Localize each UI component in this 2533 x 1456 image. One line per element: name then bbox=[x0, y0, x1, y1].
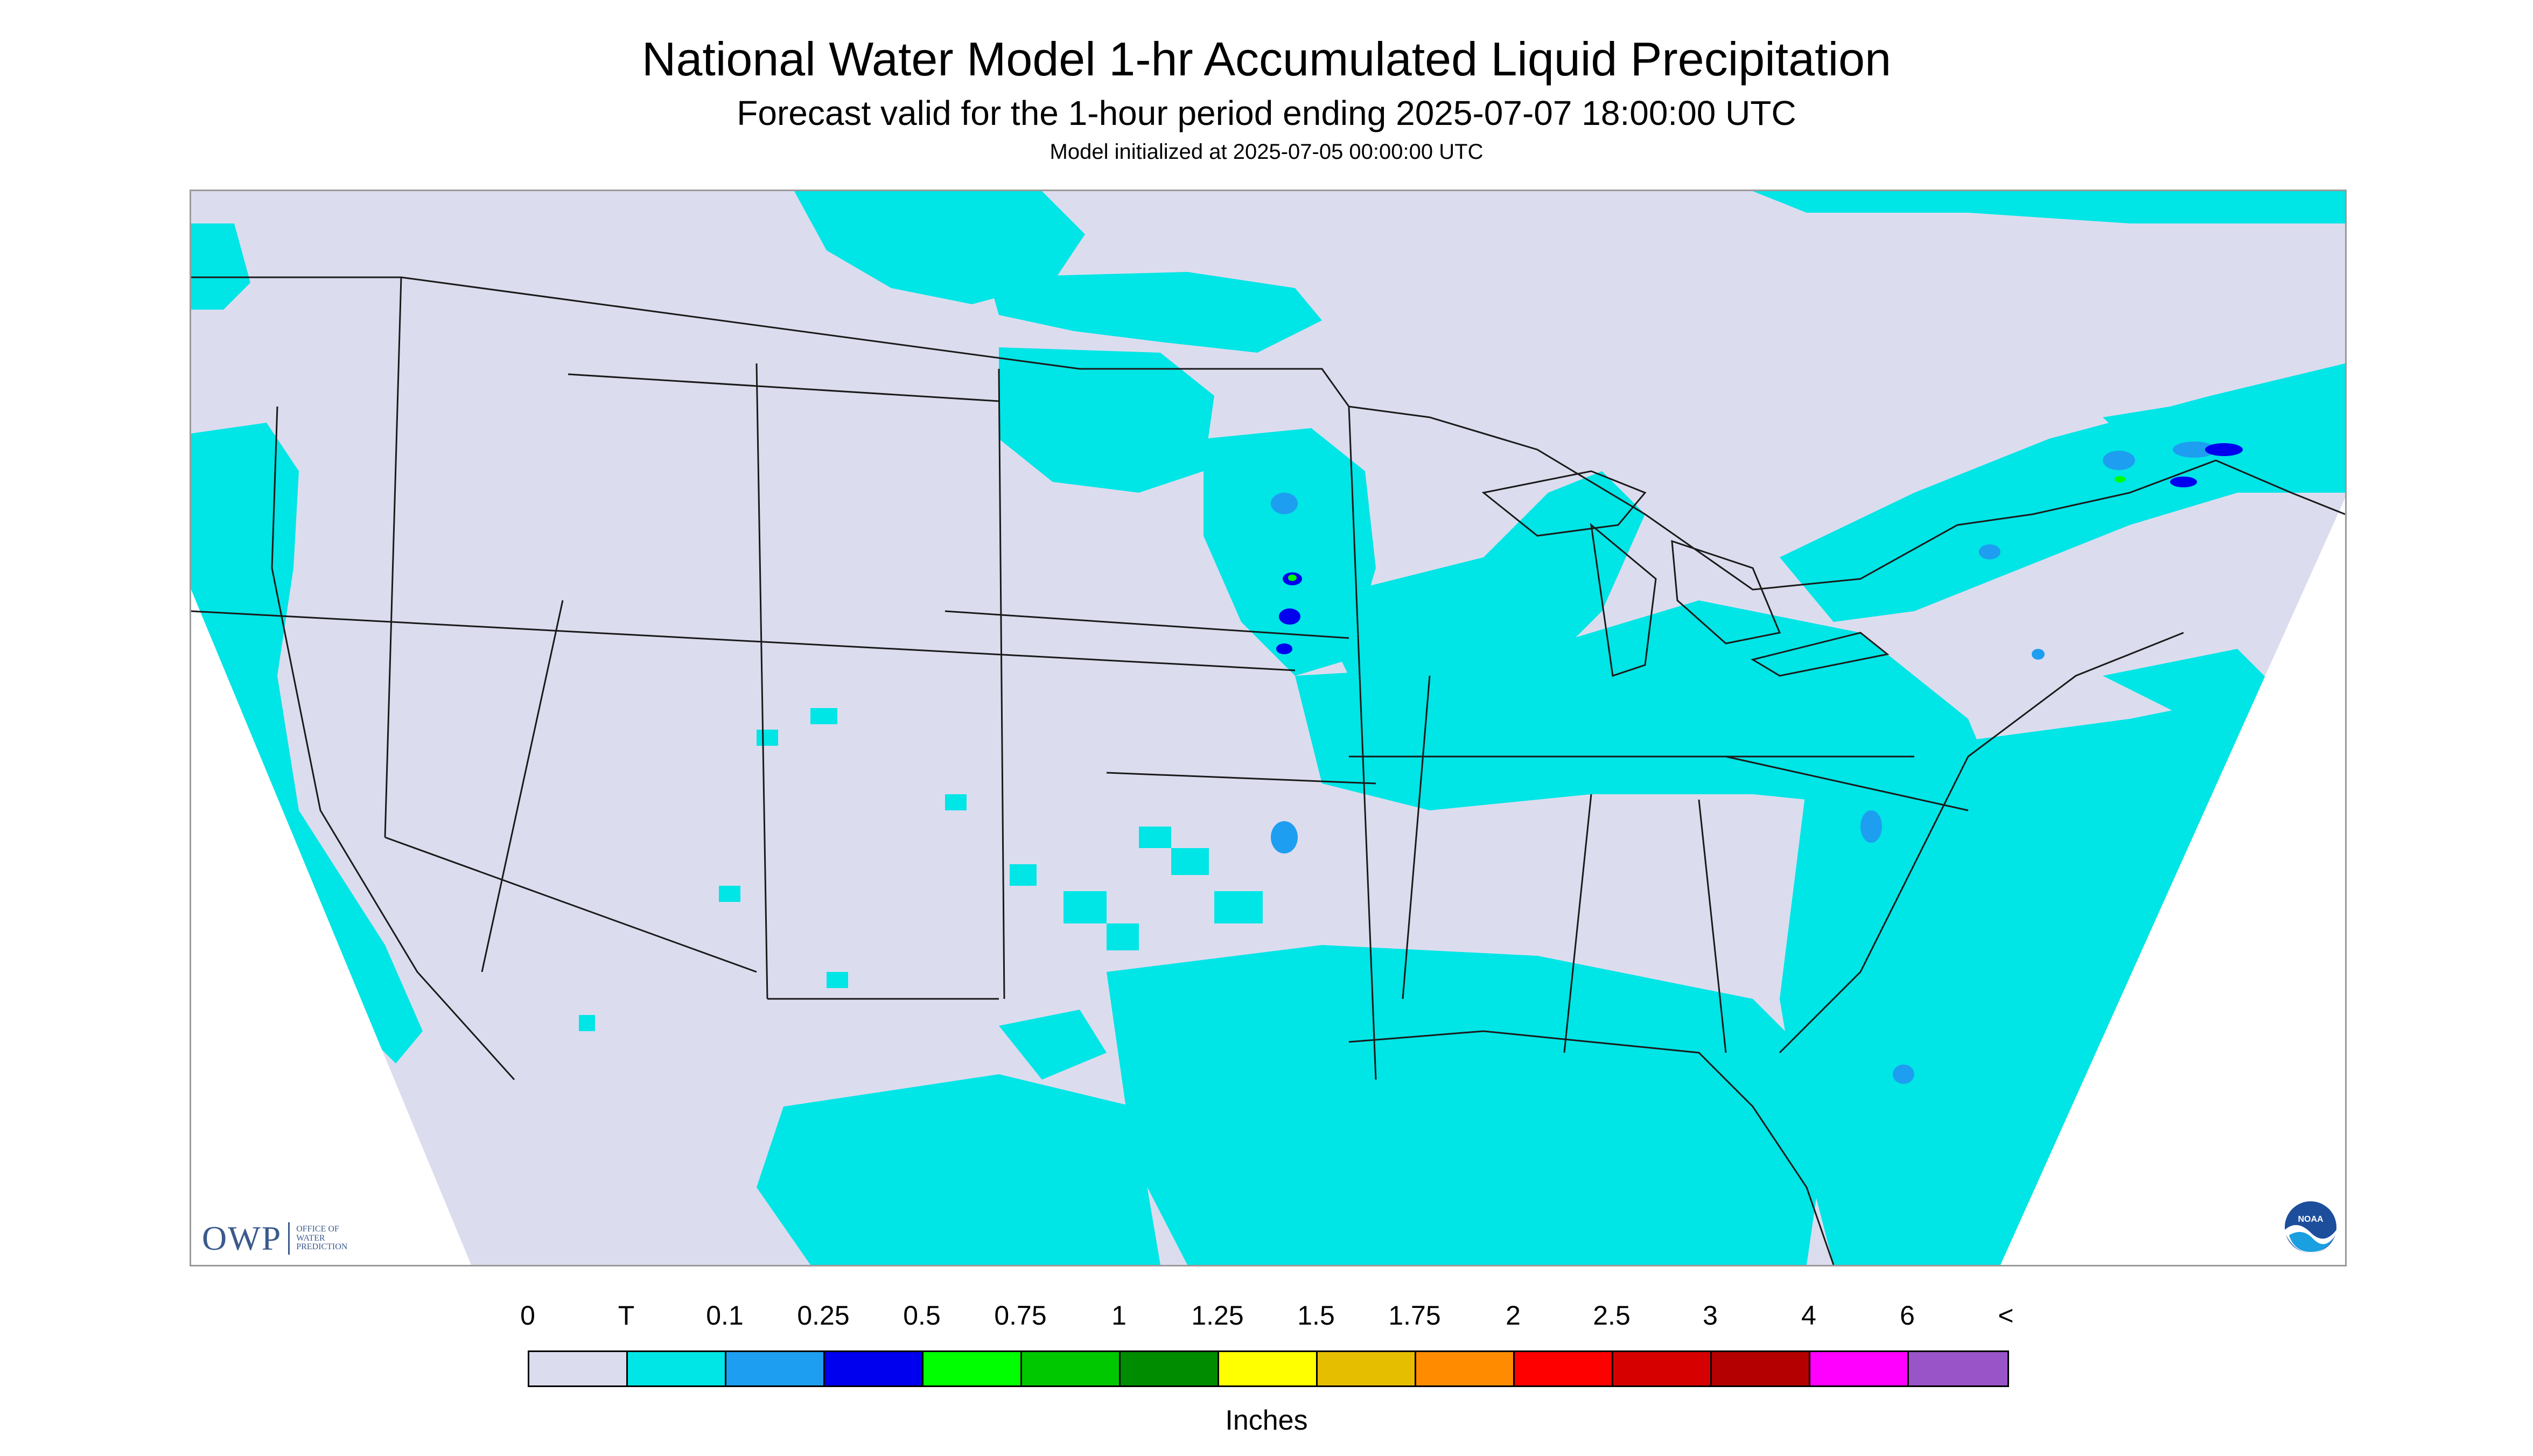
legend-label: 1.5 bbox=[1297, 1300, 1335, 1331]
precipitation-map: OWP OFFICE OF WATER PREDICTION NOAA bbox=[190, 190, 2347, 1266]
colorbar-swatch bbox=[825, 1352, 923, 1385]
svg-text:NOAA: NOAA bbox=[2298, 1215, 2324, 1224]
legend-label: 1.75 bbox=[1388, 1300, 1441, 1331]
moderate-precip-areas bbox=[1276, 443, 2243, 654]
colorbar-swatch bbox=[1121, 1352, 1219, 1385]
legend-label: 1.25 bbox=[1191, 1300, 1244, 1331]
map-subtitle: Forecast valid for the 1-hour period end… bbox=[737, 94, 1796, 132]
model-init-text: Model initialized at 2025-07-05 00:00:00… bbox=[1049, 140, 1484, 164]
precip-colorbar bbox=[528, 1350, 2009, 1387]
colorbar-swatch bbox=[1613, 1352, 1712, 1385]
map-canvas bbox=[191, 191, 2345, 1265]
legend-label: 6 bbox=[1900, 1300, 1915, 1331]
legend-label: 0.25 bbox=[797, 1300, 850, 1331]
colorbar-swatch bbox=[1219, 1352, 1318, 1385]
owp-logo-text: OWP bbox=[202, 1219, 282, 1257]
legend-label: T bbox=[618, 1300, 635, 1331]
colorbar-swatch bbox=[1318, 1352, 1416, 1385]
legend-label: 3 bbox=[1703, 1300, 1718, 1331]
colorbar-swatch bbox=[1909, 1352, 2007, 1385]
colorbar-swatch bbox=[529, 1352, 628, 1385]
legend-label: 0.75 bbox=[994, 1300, 1047, 1331]
colorbar-swatch bbox=[1712, 1352, 1810, 1385]
heavy-precip-areas bbox=[1288, 476, 2125, 581]
legend-label: 0.5 bbox=[903, 1300, 941, 1331]
colorbar-swatch bbox=[1515, 1352, 1613, 1385]
colorbar-swatch bbox=[628, 1352, 726, 1385]
colorbar-swatch bbox=[1416, 1352, 1515, 1385]
noaa-logo: NOAA bbox=[2285, 1201, 2336, 1253]
colorbar-swatch bbox=[1810, 1352, 1909, 1385]
legend-labels: 0 T 0.1 0.25 0.5 0.75 1 1.25 1.5 1.75 2 2.5 3 4 6 < bbox=[520, 1300, 2014, 1334]
legend-label: 4 bbox=[1801, 1300, 1816, 1331]
legend-label: 1 bbox=[1111, 1300, 1126, 1331]
owp-logo-divider bbox=[288, 1222, 290, 1255]
legend-units: Inches bbox=[1225, 1405, 1308, 1436]
boundaries bbox=[191, 276, 2345, 1265]
light-precip-areas bbox=[1271, 442, 2216, 1084]
legend-label: 2.5 bbox=[1593, 1300, 1631, 1331]
colorbar-swatch bbox=[726, 1352, 825, 1385]
legend-label: 0 bbox=[520, 1300, 535, 1331]
legend-label: 0.1 bbox=[706, 1300, 744, 1331]
legend-label: < bbox=[1998, 1300, 2014, 1331]
legend-label: 2 bbox=[1506, 1300, 1521, 1331]
owp-logo-subtext: OFFICE OF WATER PREDICTION bbox=[296, 1224, 348, 1252]
colorbar-swatch bbox=[923, 1352, 1022, 1385]
owp-logo: OWP OFFICE OF WATER PREDICTION bbox=[202, 1219, 347, 1258]
map-title: National Water Model 1-hr Accumulated Li… bbox=[641, 32, 1892, 86]
colorbar-swatch bbox=[1022, 1352, 1121, 1385]
